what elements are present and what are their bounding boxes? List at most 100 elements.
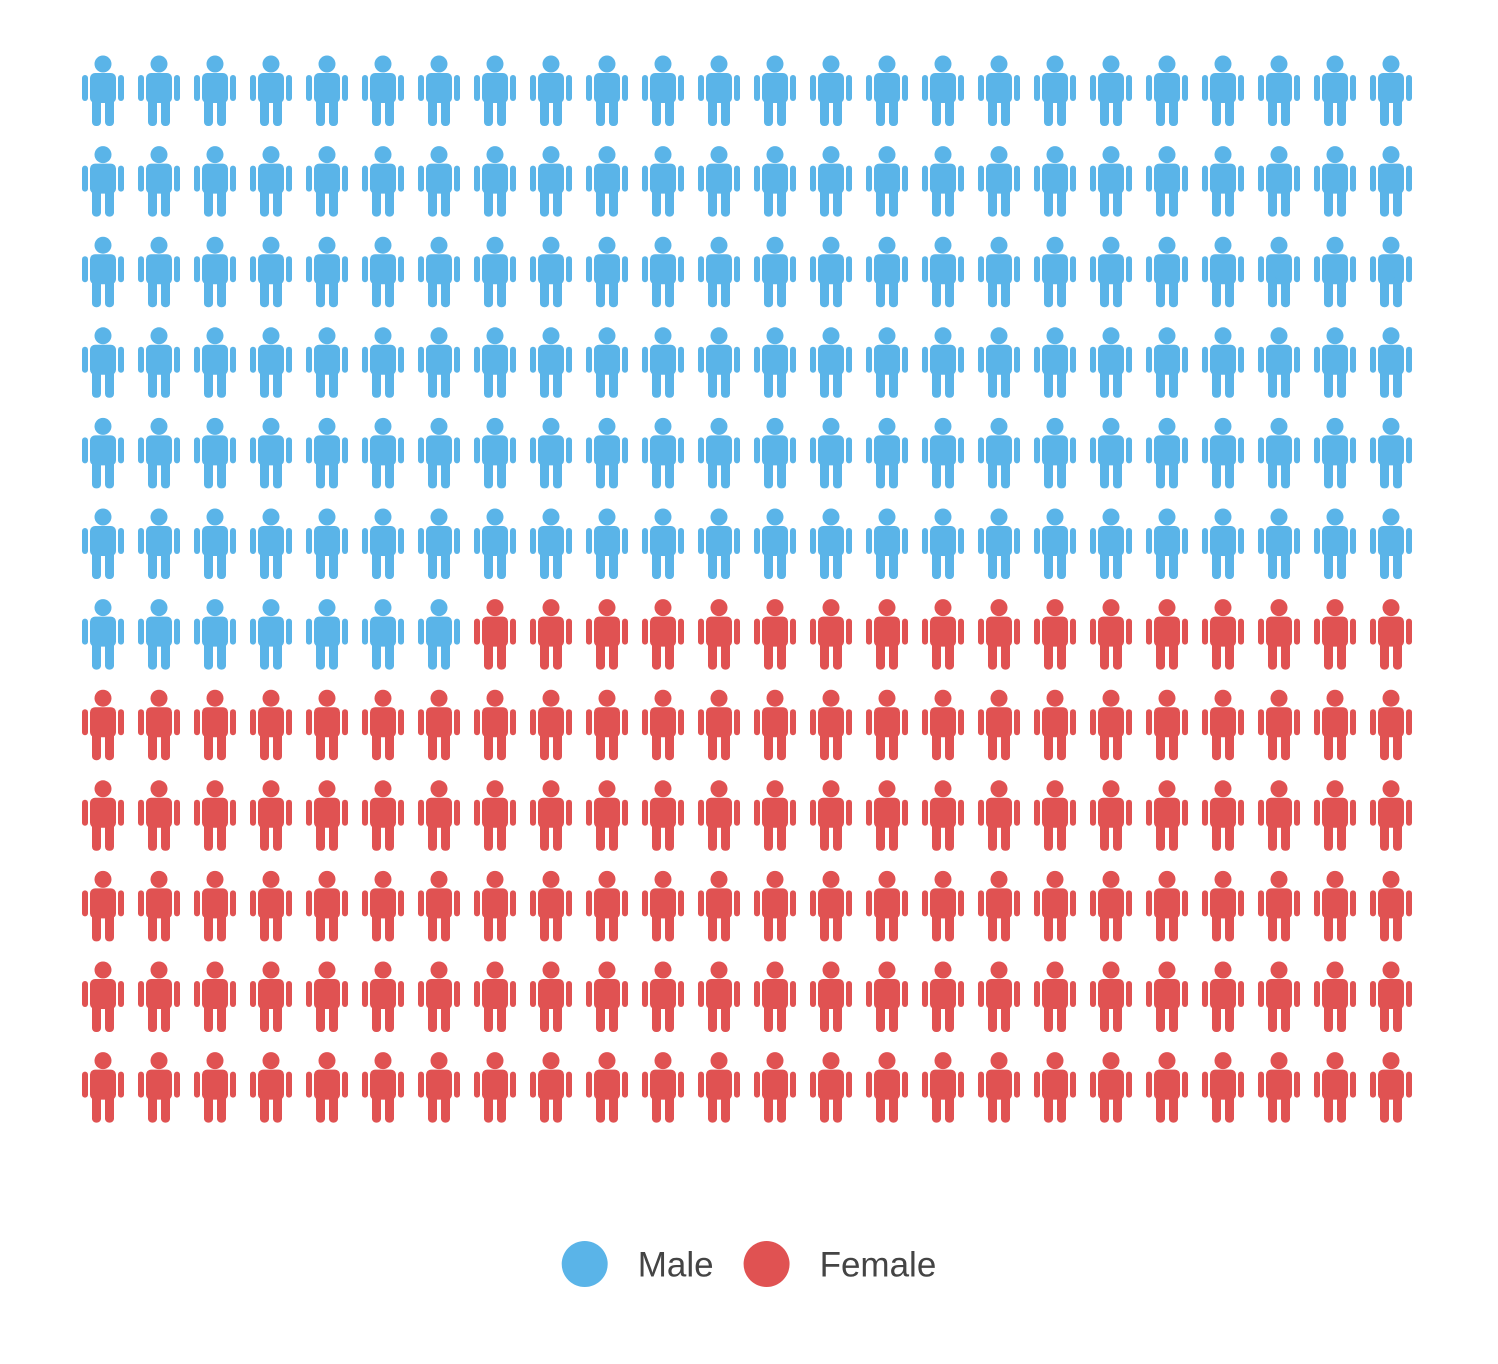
icon-arm (846, 799, 852, 826)
icon-leg (1212, 1091, 1221, 1123)
icon-leg (945, 819, 954, 851)
icon-arm (978, 346, 984, 373)
icon-leg (428, 729, 437, 761)
icon-arm (1126, 1071, 1132, 1098)
icon-arm (586, 890, 592, 917)
icon-leg (1156, 276, 1165, 308)
person-icon (642, 417, 684, 489)
icon-head (1270, 508, 1288, 526)
icon-leg (385, 95, 394, 126)
icon-head (654, 236, 672, 254)
icon-leg (609, 1001, 618, 1032)
icon-arm (342, 346, 348, 373)
icon-leg (777, 638, 786, 670)
icon-arm (342, 1071, 348, 1098)
icon-leg (1393, 1001, 1402, 1032)
icon-arm (194, 528, 200, 554)
person-icon (1034, 417, 1076, 489)
person-icon (642, 870, 684, 942)
icon-arm (1294, 256, 1300, 283)
icon-arm (230, 165, 236, 192)
person-icon (586, 327, 628, 398)
person-icon (1314, 961, 1356, 1032)
icon-leg (708, 1001, 717, 1032)
icon-head (1214, 1052, 1232, 1070)
icon-leg (105, 729, 114, 761)
icon-leg (764, 1091, 773, 1123)
icon-arm (230, 528, 236, 554)
icon-arm (286, 890, 292, 917)
icon-head (150, 508, 168, 526)
icon-leg (609, 819, 618, 851)
icon-leg (764, 457, 773, 489)
icon-head (94, 146, 112, 164)
icon-leg (820, 1001, 829, 1032)
icon-arm (978, 709, 984, 736)
icon-arm (194, 890, 200, 917)
icon-leg (372, 548, 381, 579)
person-icon (530, 508, 572, 579)
icon-leg (932, 185, 941, 217)
icon-leg (820, 729, 829, 761)
icon-leg (441, 729, 450, 761)
icon-leg (596, 729, 605, 761)
person-icon (250, 870, 292, 942)
icon-leg (820, 95, 829, 126)
icon-leg (148, 1091, 157, 1123)
icon-head (150, 870, 168, 888)
icon-arm (958, 346, 964, 373)
icon-head (1158, 870, 1176, 888)
icon-arm (194, 256, 200, 283)
person-icon (1314, 689, 1356, 761)
icon-head (766, 1052, 784, 1070)
icon-leg (1057, 276, 1066, 308)
icon-arm (1034, 346, 1040, 373)
icon-arm (810, 256, 816, 283)
person-icon (1202, 961, 1244, 1032)
icon-leg (945, 457, 954, 489)
icon-arm (454, 256, 460, 283)
icon-leg (777, 276, 786, 308)
person-icon (250, 146, 292, 217)
icon-arm (1314, 75, 1320, 101)
icon-leg (1044, 185, 1053, 217)
icon-leg (609, 457, 618, 489)
person-icon (306, 599, 348, 670)
icon-arm (1070, 709, 1076, 736)
person-icon (922, 327, 964, 398)
person-icon (866, 961, 908, 1032)
icon-leg (1337, 1001, 1346, 1032)
icon-arm (922, 75, 928, 101)
icon-arm (138, 618, 144, 645)
person-icon (138, 508, 180, 579)
icon-head (1382, 689, 1400, 707)
icon-arm (1350, 437, 1356, 464)
icon-arm (642, 618, 648, 645)
icon-arm (922, 1071, 928, 1098)
icon-leg (497, 819, 506, 851)
icon-arm (1370, 165, 1376, 192)
icon-leg (540, 638, 549, 670)
icon-arm (566, 1071, 572, 1098)
icon-arm (902, 256, 908, 283)
icon-arm (1314, 256, 1320, 283)
icon-leg (1268, 95, 1277, 126)
icon-leg (1100, 1001, 1109, 1032)
icon-leg (329, 1001, 338, 1032)
icon-leg (1225, 276, 1234, 308)
icon-leg (1044, 457, 1053, 489)
icon-arm (586, 437, 592, 464)
icon-arm (250, 799, 256, 826)
icon-leg (1225, 910, 1234, 942)
icon-arm (82, 799, 88, 826)
icon-leg (540, 185, 549, 217)
icon-leg (1337, 910, 1346, 942)
icon-leg (652, 910, 661, 942)
icon-head (654, 327, 672, 345)
icon-arm (902, 75, 908, 101)
icon-head (262, 327, 280, 345)
icon-head (766, 236, 784, 254)
icon-leg (708, 638, 717, 670)
icon-head (318, 146, 336, 164)
icon-arm (566, 256, 572, 283)
